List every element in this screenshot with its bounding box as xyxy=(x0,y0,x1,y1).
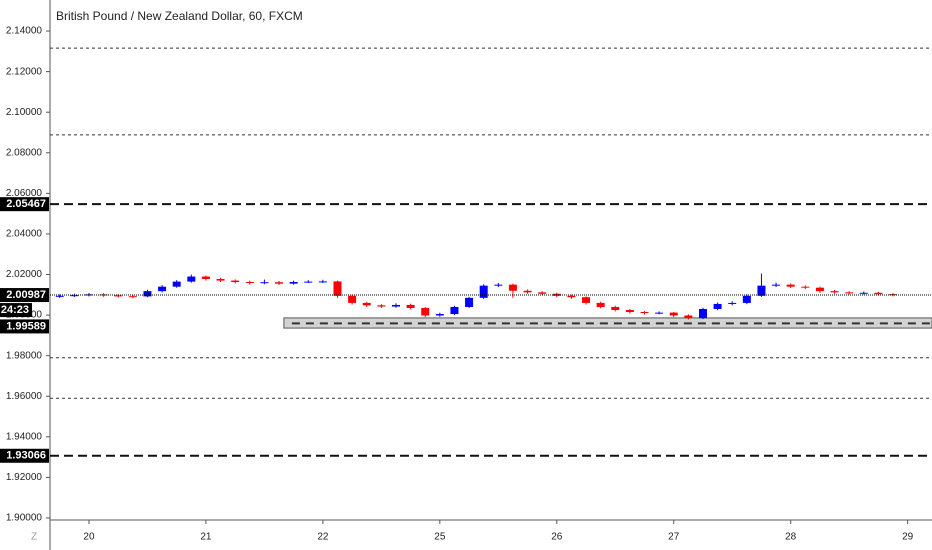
candle-body xyxy=(640,312,649,314)
candle-body xyxy=(669,312,678,316)
candle-body xyxy=(421,307,430,316)
price-badge xyxy=(0,319,49,334)
candle-body xyxy=(318,281,327,283)
candle-body xyxy=(201,276,210,279)
candle-body xyxy=(801,286,810,288)
x-tick-label: 22 xyxy=(317,532,329,543)
candle-body xyxy=(582,297,591,303)
y-tick-label: 2.08000 xyxy=(6,147,43,158)
y-tick-label: 1.94000 xyxy=(6,431,43,442)
candle-body xyxy=(786,284,795,287)
candle-body xyxy=(465,297,474,307)
candle-body xyxy=(508,284,517,291)
candle-body xyxy=(99,294,108,296)
candle-body xyxy=(450,306,459,315)
candle-body xyxy=(889,294,898,296)
candle-body xyxy=(231,280,240,283)
candle-body xyxy=(333,281,342,296)
x-tick-label: 29 xyxy=(902,532,914,543)
candle-body xyxy=(538,292,547,294)
candle-body xyxy=(435,314,444,316)
candle-body xyxy=(172,281,181,287)
candle-body xyxy=(655,312,664,314)
candle-body xyxy=(479,285,488,298)
y-tick-label: 2.14000 xyxy=(6,26,43,37)
price-badge xyxy=(0,448,49,463)
candle-body xyxy=(143,291,152,297)
candle-body xyxy=(757,285,766,296)
x-tick-label: 25 xyxy=(434,532,446,543)
axis-icon[interactable]: Z xyxy=(31,532,37,543)
candle-body xyxy=(377,305,386,307)
price-badge xyxy=(0,288,49,303)
price-badge xyxy=(0,197,49,212)
price-badge-label: 2.00987 xyxy=(6,289,46,301)
candle-body xyxy=(406,304,415,308)
candle-body xyxy=(362,302,371,306)
candle-body xyxy=(275,282,284,284)
candle-body xyxy=(245,282,254,284)
x-tick-label: 21 xyxy=(200,532,212,543)
candle-body xyxy=(713,303,722,309)
y-tick-label: 2.02000 xyxy=(6,269,43,280)
candle-body xyxy=(859,292,868,294)
candle-body xyxy=(216,278,225,281)
candle-body xyxy=(187,276,196,282)
candle-body xyxy=(625,310,634,313)
candle-body xyxy=(494,284,503,286)
candle-body xyxy=(70,295,79,297)
candle-body xyxy=(742,295,751,303)
candle-body xyxy=(128,296,137,298)
candle-body xyxy=(698,308,707,319)
candle-body xyxy=(815,287,824,292)
candle-body xyxy=(348,295,357,303)
x-tick-label: 27 xyxy=(668,532,680,543)
candle-body xyxy=(289,282,298,284)
candle-body xyxy=(611,306,620,311)
candle-body xyxy=(772,284,781,286)
price-badge-label: 1.99589 xyxy=(6,320,46,332)
candle-body xyxy=(596,302,605,307)
candle-body xyxy=(684,315,693,319)
countdown-label: 24:23 xyxy=(1,304,29,316)
price-badge-label: 2.05467 xyxy=(6,198,46,210)
y-tick-label: 1.92000 xyxy=(6,472,43,483)
candle-body xyxy=(55,295,64,297)
x-tick-label: 28 xyxy=(785,532,797,543)
axes: 2.14000 2.12000 2.10000 2.08000 2.06000 2.040… xyxy=(0,26,914,543)
candle-body xyxy=(523,290,532,293)
candle-body xyxy=(158,286,167,292)
candle-body xyxy=(845,292,854,294)
candle-body xyxy=(567,295,576,298)
x-tick-label: 26 xyxy=(551,532,563,543)
price-badge-label: 1.93066 xyxy=(6,450,46,462)
candle-body xyxy=(728,302,737,304)
countdown-badge xyxy=(0,303,32,318)
candle-body xyxy=(114,295,123,297)
candle-body xyxy=(304,281,313,283)
chart-title: British Pound / New Zealand Dollar, 60, … xyxy=(56,9,303,23)
y-tick-label: 2.12000 xyxy=(6,66,43,77)
candle-body xyxy=(260,282,269,284)
y-tick-label: 2.10000 xyxy=(6,107,43,118)
y-tick-label: 1.98000 xyxy=(6,350,43,361)
candle-body xyxy=(874,292,883,295)
y-tick-label: 2.06000 xyxy=(6,188,43,199)
y-tick-label: 1.96000 xyxy=(6,391,43,402)
candle-body xyxy=(391,304,400,307)
candle-body xyxy=(830,291,839,293)
x-tick-label: 20 xyxy=(83,532,95,543)
y-tick-label: 2.04000 xyxy=(6,229,43,240)
y-tick-label: 1.90000 xyxy=(6,513,43,524)
plot xyxy=(50,47,932,457)
